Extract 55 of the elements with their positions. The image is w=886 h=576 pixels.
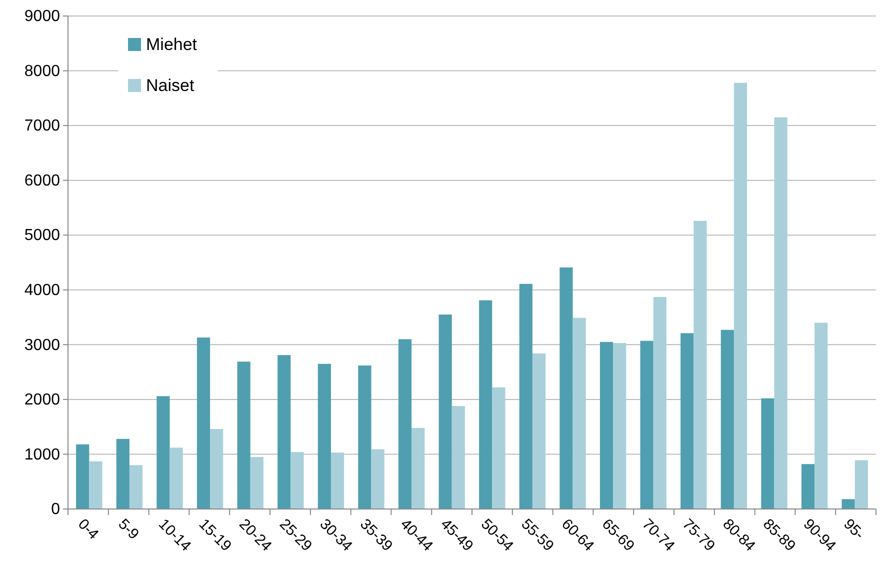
bar bbox=[129, 465, 143, 509]
bar bbox=[814, 322, 828, 509]
bar bbox=[318, 364, 331, 509]
y-tick-label: 0 bbox=[51, 501, 60, 518]
legend-label: Miehet bbox=[146, 35, 198, 54]
bar bbox=[278, 355, 291, 509]
bar bbox=[438, 314, 452, 509]
bar bbox=[694, 220, 707, 509]
y-tick-label: 9000 bbox=[24, 8, 60, 26]
bar bbox=[640, 340, 654, 509]
bar bbox=[330, 452, 344, 509]
bar bbox=[398, 339, 412, 509]
bar bbox=[720, 330, 734, 509]
bar bbox=[842, 499, 855, 509]
y-tick-label: 5000 bbox=[24, 227, 60, 244]
bar bbox=[613, 343, 626, 509]
bar bbox=[653, 297, 666, 509]
y-tick-label: 1000 bbox=[24, 446, 60, 464]
bar bbox=[412, 428, 425, 509]
bar bbox=[116, 438, 130, 509]
bar bbox=[452, 406, 465, 509]
y-tick-label: 3000 bbox=[24, 336, 60, 354]
bar bbox=[774, 117, 788, 509]
legend-label: Naiset bbox=[146, 76, 194, 95]
x-tick-label: 5-9 bbox=[114, 516, 142, 543]
bar bbox=[734, 82, 748, 509]
bar bbox=[290, 452, 304, 509]
bar bbox=[532, 353, 546, 509]
bar bbox=[237, 362, 250, 509]
bar bbox=[519, 284, 532, 509]
bar bbox=[156, 396, 170, 509]
bar bbox=[680, 333, 694, 509]
bar bbox=[492, 387, 506, 509]
y-tick-label: 2000 bbox=[24, 392, 60, 409]
x-tick-label: 95- bbox=[840, 516, 868, 543]
y-tick-label: 8000 bbox=[24, 62, 60, 80]
bar bbox=[761, 398, 774, 509]
bar bbox=[210, 429, 224, 509]
y-tick-label: 6000 bbox=[24, 172, 60, 190]
y-tick-label: 4000 bbox=[24, 282, 60, 300]
bar bbox=[371, 449, 384, 509]
bar bbox=[801, 464, 815, 509]
bar bbox=[572, 318, 586, 509]
bar bbox=[479, 300, 492, 509]
y-tick-label: 7000 bbox=[24, 118, 60, 135]
bar bbox=[196, 338, 210, 509]
bar bbox=[600, 342, 614, 509]
bar bbox=[560, 267, 573, 509]
x-tick-label: 0-4 bbox=[74, 516, 102, 543]
bar bbox=[250, 456, 264, 509]
bar bbox=[89, 461, 102, 509]
bar bbox=[76, 444, 90, 509]
bar bbox=[854, 460, 868, 509]
bar bbox=[170, 448, 183, 509]
bar bbox=[358, 365, 372, 509]
